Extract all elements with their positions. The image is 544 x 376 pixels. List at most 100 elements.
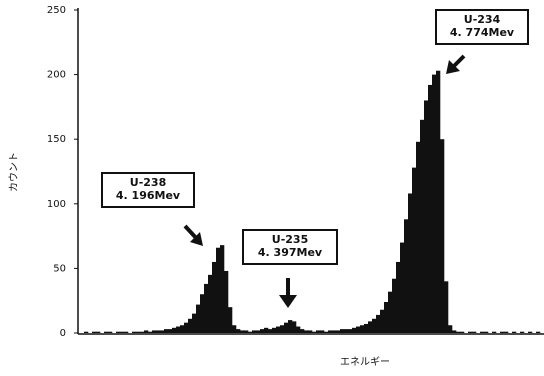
annotation-text: 4. 196Mev (116, 189, 181, 202)
bar (132, 331, 137, 333)
annotation-box (435, 9, 529, 45)
bar (148, 331, 153, 333)
bar (348, 329, 353, 333)
bar (120, 331, 125, 333)
bar (304, 330, 309, 333)
bar (480, 331, 485, 333)
annotation-box (242, 229, 338, 265)
bar (404, 219, 409, 333)
bar (244, 330, 249, 333)
bar (376, 314, 381, 333)
bar (260, 329, 265, 333)
bar (92, 331, 97, 333)
bar (264, 327, 269, 333)
bar (340, 329, 345, 333)
bar (252, 330, 257, 333)
bar (344, 329, 349, 333)
bar (276, 326, 281, 333)
bar (448, 325, 453, 333)
bar (380, 309, 385, 333)
y-tick-label: 250 (47, 5, 66, 16)
bar (492, 331, 497, 333)
bar (472, 331, 477, 333)
bar (280, 325, 285, 333)
bar (356, 326, 361, 333)
bar (176, 326, 181, 333)
bar (444, 281, 449, 333)
bar (192, 313, 197, 333)
bar (452, 330, 457, 333)
bar (116, 331, 121, 333)
bar (140, 331, 145, 333)
bar (300, 329, 305, 333)
bar (288, 320, 293, 333)
bar (484, 331, 489, 333)
y-tick-label: 0 (60, 328, 66, 339)
annotation-text: U-235 (272, 233, 308, 246)
bar (440, 139, 445, 333)
bar (168, 329, 173, 333)
bar (436, 70, 441, 333)
bar (536, 331, 541, 333)
bar (328, 330, 333, 333)
bar (208, 274, 213, 333)
bar (108, 331, 113, 333)
annotation-text: 4. 774Mev (450, 26, 515, 39)
bar (196, 304, 201, 333)
bar (332, 330, 337, 333)
bar (256, 330, 261, 333)
bar (408, 193, 413, 333)
bar (388, 291, 393, 333)
bar (520, 331, 525, 333)
y-tick-label: 50 (53, 263, 66, 274)
y-tick-label: 150 (47, 134, 66, 145)
bar (152, 330, 157, 333)
bar (160, 330, 165, 333)
bar (284, 322, 289, 333)
annotation-text: U-234 (464, 13, 501, 26)
bar (320, 330, 325, 333)
bar (296, 326, 301, 333)
bar (424, 100, 429, 333)
bar (272, 327, 277, 333)
bar (104, 331, 109, 333)
x-axis-label: エネルギー (340, 356, 390, 368)
bar (188, 318, 193, 333)
bar (396, 261, 401, 333)
bar (428, 84, 433, 333)
bar (136, 331, 141, 333)
bar (216, 247, 221, 333)
bar (180, 325, 185, 333)
bar (224, 270, 229, 333)
bar (460, 331, 465, 333)
bar (172, 327, 177, 333)
annotation-text: U-238 (130, 176, 166, 189)
bar (336, 330, 341, 333)
bar (96, 331, 101, 333)
bar (504, 331, 509, 333)
bar (500, 331, 505, 333)
y-tick-label: 200 (47, 70, 66, 81)
bar (144, 330, 149, 333)
bar (416, 141, 421, 333)
bar (184, 322, 189, 333)
bar (468, 331, 473, 333)
arrow (183, 54, 466, 308)
bar (228, 307, 233, 333)
bar (384, 301, 389, 333)
bar (84, 331, 89, 333)
bar (308, 330, 313, 333)
bar (212, 261, 217, 333)
annotation-box (101, 172, 195, 208)
bar (316, 330, 321, 333)
y-tick-label: 100 (47, 199, 66, 210)
bar (124, 331, 129, 333)
annotation-text: 4. 397Mev (258, 246, 323, 259)
bar (156, 330, 161, 333)
bar (512, 331, 517, 333)
bar (364, 323, 369, 333)
bar (352, 327, 357, 333)
bar (200, 294, 205, 333)
bar (360, 325, 365, 333)
